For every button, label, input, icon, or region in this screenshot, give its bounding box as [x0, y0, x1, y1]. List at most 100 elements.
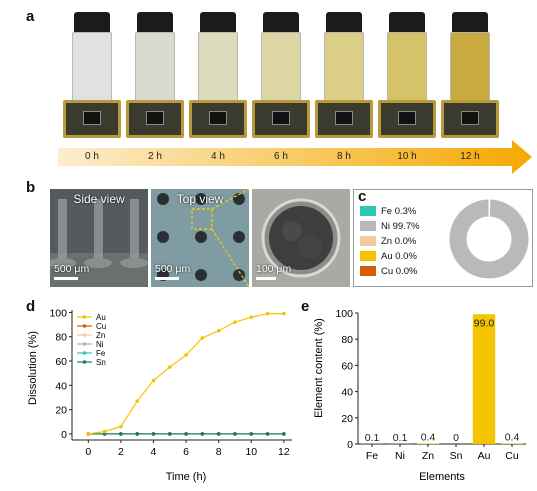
- bar-chart-x-tick-label: Ni: [395, 450, 405, 462]
- cpu-chip: [378, 100, 436, 138]
- legend-item: Au 0.0%: [360, 250, 417, 262]
- bar-chart-y-tick-label: 60: [341, 360, 353, 372]
- legend-swatch: [360, 206, 376, 216]
- line-chart-x-axis-label: Time (h): [166, 471, 207, 483]
- legend-label: Au 0.0%: [381, 250, 417, 262]
- bar-chart-y-tick-label: 40: [341, 387, 353, 399]
- line-chart-y-tick-label: 60: [55, 356, 67, 368]
- vial-photo: [448, 12, 492, 108]
- cpu-chip: [63, 100, 121, 138]
- vial-cap: [263, 12, 299, 32]
- time-label: 10 h: [397, 151, 417, 162]
- line-legend-marker-fe: [82, 351, 87, 355]
- line-point-sn: [135, 432, 139, 436]
- line-chart-x-tick-label: 12: [278, 446, 290, 458]
- bar-value-label: 0.4: [421, 431, 436, 443]
- line-point-au: [135, 399, 139, 403]
- line-point-au: [184, 353, 188, 357]
- legend-item: Fe 0.3%: [360, 205, 416, 217]
- panel-label-d: d: [26, 298, 36, 315]
- bar-cu: [500, 443, 524, 444]
- bar-value-label: 0.1: [393, 432, 408, 444]
- legend-label: Zn 0.0%: [381, 235, 417, 247]
- time-arrow: [58, 140, 532, 174]
- line-point-au: [216, 328, 221, 333]
- cpu-die: [461, 111, 479, 125]
- vial-photo: [196, 12, 240, 108]
- line-legend-label-fe: Fe: [96, 349, 106, 358]
- line-chart-x-tick-label: 2: [118, 446, 124, 458]
- legend-item: Zn 0.0%: [360, 235, 416, 247]
- element-content-bar-chart: Element content (%) Elements 0 20 40 60 80 10…: [313, 308, 526, 483]
- vial-photo: [259, 12, 303, 108]
- bar-value-label: 0.4: [505, 431, 520, 443]
- bar-chart-y-tick-label: 20: [341, 413, 353, 425]
- line-chart-y-tick-label: 80: [55, 332, 67, 344]
- line-point-sn: [249, 432, 254, 436]
- line-point-au: [265, 311, 270, 316]
- vial-photo: [322, 12, 366, 108]
- time-label: 12 h: [460, 151, 480, 162]
- bar-zn: [416, 443, 440, 444]
- legend-swatch: [360, 221, 376, 231]
- line-legend-label-sn: Sn: [96, 358, 106, 367]
- top-view-image: [151, 189, 249, 287]
- top-view-title: Top view: [176, 192, 224, 206]
- line-legend-label-ni: Ni: [96, 340, 104, 349]
- panel-label-a: a: [26, 8, 35, 25]
- vial-time-series-photo: 0 h 2 h 4 h 6 h 8 h 10 h 12 h: [0, 0, 537, 178]
- dissolution-line-chart: Dissolution (%) Time (h) 0 20 40 60 80 100 0 2 4…: [27, 307, 292, 483]
- vial-photo: [133, 12, 177, 108]
- line-legend-marker-zn: [82, 333, 87, 337]
- line-legend-marker-au: [82, 315, 87, 319]
- line-chart-x-tick-label: 6: [183, 446, 189, 458]
- line-chart-y-axis-label: Dissolution (%): [27, 331, 39, 405]
- cpu-die: [146, 111, 164, 125]
- line-point-au: [282, 311, 286, 316]
- line-chart-x-tick-label: 0: [85, 446, 91, 458]
- time-label: 0 h: [85, 151, 99, 162]
- bar-chart-y-tick-label: 80: [341, 334, 353, 346]
- time-arrow-shape: [58, 140, 532, 174]
- vial-solution: [198, 32, 238, 108]
- panel-label-e: e: [301, 298, 310, 315]
- legend-swatch: [360, 236, 376, 246]
- line-point-sn: [119, 432, 123, 436]
- line-point-sn: [167, 432, 172, 436]
- bar-chart-x-tick-label: Sn: [450, 450, 463, 462]
- time-label: 6 h: [274, 151, 288, 162]
- bar-chart-x-tick-label: Au: [478, 450, 491, 462]
- vial-cap: [326, 12, 362, 32]
- vial-photo: [70, 12, 114, 108]
- bar-chart-x-tick-label: Zn: [422, 450, 434, 462]
- cpu-die: [335, 111, 353, 125]
- time-label: 4 h: [211, 151, 225, 162]
- cpu-chip: [441, 100, 499, 138]
- vial-solution: [135, 32, 175, 108]
- top-view-scale-label: 500 μm: [155, 263, 191, 275]
- cpu-chip: [315, 100, 373, 138]
- line-point-sn: [233, 432, 237, 436]
- bar-value-label: 99.0: [474, 317, 495, 329]
- line-legend-label-zn: Zn: [96, 331, 105, 340]
- line-chart-y-tick-label: 20: [55, 405, 67, 417]
- closeup-image: [252, 189, 350, 287]
- bar-chart-y-tick-label: 0: [347, 439, 353, 451]
- line-legend-label-au: Au: [96, 313, 106, 322]
- side-view-scale-bar: [54, 277, 78, 280]
- line-point-sn: [216, 432, 221, 436]
- vial-solution: [72, 32, 112, 108]
- side-view-image: [50, 189, 148, 287]
- bar-value-label: 0.1: [365, 432, 380, 444]
- time-label: 8 h: [337, 151, 351, 162]
- vial-cap: [200, 12, 236, 32]
- legend-swatch: [360, 251, 376, 261]
- line-point-sn: [265, 432, 270, 436]
- legend-label: Cu 0.0%: [381, 265, 418, 277]
- line-chart-y-tick-label: 40: [55, 380, 67, 392]
- line-legend-marker-sn: [82, 360, 87, 364]
- side-view-scale-label: 500 μm: [54, 263, 90, 275]
- legend-item: Ni 99.7%: [360, 220, 420, 232]
- vial-cap: [389, 12, 425, 32]
- line-chart-x-tick-label: 8: [216, 446, 222, 458]
